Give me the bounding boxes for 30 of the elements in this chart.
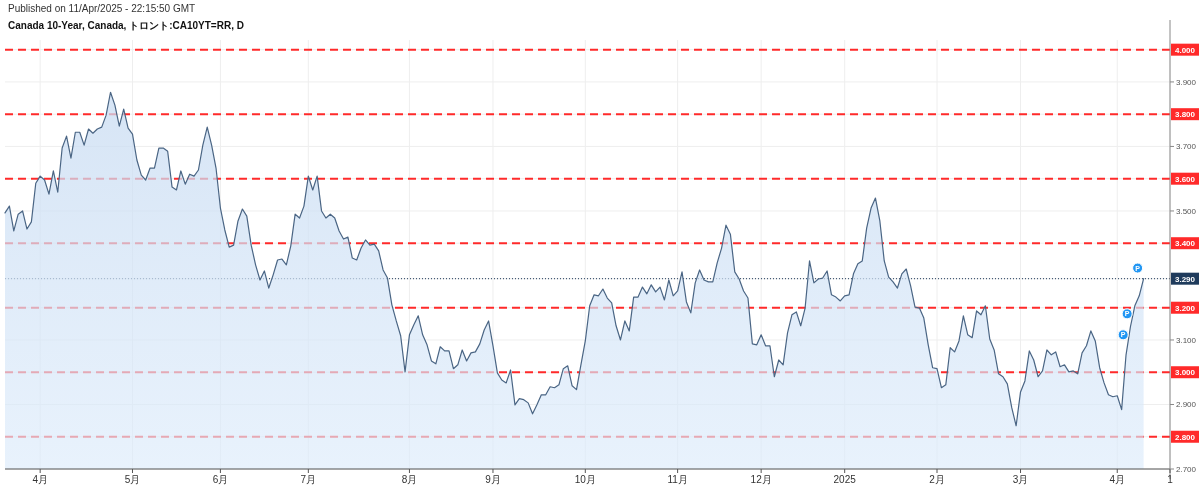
y-tick-label: 3.100	[1176, 336, 1197, 345]
ref-line-label: 3.000	[1175, 368, 1195, 378]
x-tick-label: 4月	[32, 474, 48, 485]
y-tick-label: 3.900	[1176, 77, 1197, 87]
x-tick-label: 7月	[300, 474, 317, 485]
ref-line-label: 3.400	[1175, 239, 1195, 249]
x-tick-label: 1	[1167, 474, 1173, 485]
y-tick-label: 2.700	[1176, 465, 1197, 474]
x-tick-label: 9月	[485, 474, 501, 485]
title: Canada 10-Year, Canada, トロント:CA10YT=RR, D	[8, 20, 244, 31]
x-tick-label: 10月	[574, 474, 596, 485]
ref-line-label: 3.200	[1175, 303, 1195, 313]
y-tick-label: 2.900	[1176, 400, 1197, 410]
ref-line-label: 3.800	[1175, 110, 1195, 120]
x-tick-label: 2月	[929, 474, 945, 485]
ref-line-label: 4.000	[1175, 45, 1195, 55]
y-tick-label: 3.700	[1176, 142, 1197, 152]
x-tick-label: 11月	[667, 474, 688, 485]
x-tick-label: 6月	[212, 474, 229, 485]
x-tick-label: 8月	[401, 474, 418, 485]
x-tick-label: 4月	[1109, 474, 1126, 485]
source-note: Published on 11/Apr/2025 - 22:15:50 GMT	[8, 3, 196, 14]
ref-line-label: 2.800	[1175, 432, 1195, 442]
x-tick-label: 12月	[750, 474, 772, 485]
x-tick-label: 2025	[833, 474, 856, 485]
y-tick-label: 3.500	[1176, 206, 1197, 216]
x-tick-label: 5月	[124, 474, 141, 485]
ref-line-label: 3.600	[1175, 174, 1195, 184]
x-tick-label: 3月	[1012, 474, 1029, 485]
ref-line-label: 3.290	[1175, 274, 1195, 284]
